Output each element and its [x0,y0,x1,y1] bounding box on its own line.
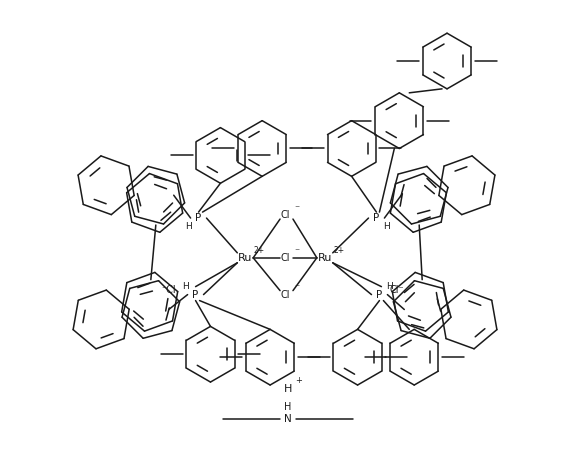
Text: 2+: 2+ [253,246,265,255]
Text: +: + [295,375,302,384]
Text: H: H [182,282,189,291]
Text: H: H [386,282,393,291]
Text: P: P [192,289,199,299]
Text: Cl: Cl [281,253,290,263]
Text: ⁻: ⁻ [294,283,300,293]
Text: ⁻: ⁻ [294,247,300,257]
Text: P: P [195,213,202,223]
Text: Ru: Ru [238,253,252,263]
Text: P: P [373,213,380,223]
Text: H: H [185,222,192,231]
Text: ⁻Cl: ⁻Cl [161,285,176,295]
Text: Cl: Cl [281,289,290,299]
Text: N: N [284,414,292,424]
Text: H: H [285,402,291,412]
Text: P: P [376,289,382,299]
Text: Cl: Cl [281,210,290,220]
Text: Ru: Ru [317,253,332,263]
Text: ⁻: ⁻ [294,204,300,214]
Text: H: H [284,384,292,394]
Text: 2+: 2+ [333,246,344,255]
Text: Cl⁻: Cl⁻ [389,285,404,295]
Text: H: H [383,222,390,231]
